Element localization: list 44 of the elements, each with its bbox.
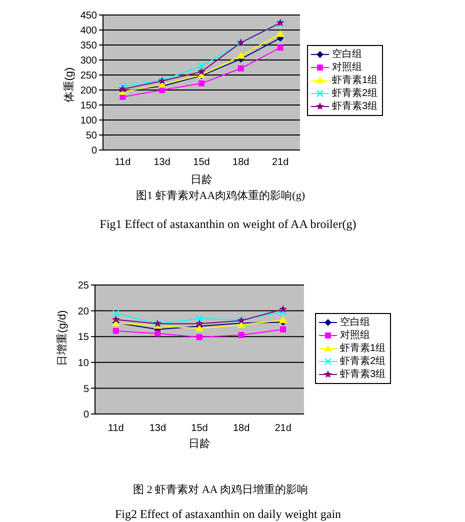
y-tick-label: 20 (78, 306, 90, 318)
y-tick-label: 25 (78, 280, 90, 292)
y-tick-label: 250 (80, 70, 98, 82)
legend-label: 虾青素2组 (332, 87, 378, 100)
y-tick-label: 100 (80, 116, 98, 127)
x-tick-label: 21d (274, 423, 292, 434)
y-tick-label: 450 (80, 10, 98, 22)
y-tick-label: 5 (83, 384, 90, 395)
y-tick-label: 150 (80, 100, 98, 112)
legend-label: 空白组 (332, 48, 362, 61)
legend-label: 虾青素1组 (340, 342, 386, 355)
x-tick-label: 18d (232, 157, 250, 168)
x-tick-label: 21d (272, 157, 289, 168)
y-tick-label: 400 (80, 26, 98, 37)
legend-label: 虾青素2组 (340, 355, 386, 368)
x-tick-label: 13d (154, 157, 170, 168)
x-tick-label: 15d (191, 423, 208, 434)
y-tick-label: 350 (80, 40, 98, 52)
x-tick-label: 11d (108, 423, 124, 434)
x-axis-title: 日龄 (188, 438, 210, 450)
y-axis-title: 日增重(g/d) (56, 310, 70, 366)
legend-label: 空白组 (340, 316, 370, 329)
y-tick-label: 10 (78, 358, 90, 369)
x-tick-label: 11d (114, 157, 131, 168)
y-tick-label: 0 (83, 410, 90, 421)
text: Fig2 Effect of astaxanthin on daily weight gain (114, 507, 342, 521)
y-axis-title: 体重(g) (64, 67, 76, 103)
legend-label: 对照组 (340, 329, 370, 342)
x-tick-label: 13d (149, 423, 166, 434)
y-tick-label: 0 (91, 146, 98, 157)
text: 图 2 虾青素对 AA 肉鸡日增重的影响 (133, 484, 308, 496)
x-tick-label: 18d (232, 423, 250, 434)
x-axis-title: 日龄 (190, 174, 212, 186)
legend-label: 虾青素3组 (340, 368, 386, 381)
legend-label: 虾青素3组 (332, 100, 378, 113)
text: 图1 虾青素对AA肉鸡体重的影响(g) (136, 190, 305, 202)
y-tick-label: 200 (80, 86, 98, 97)
text: Fig1 Effect of astaxanthin on weight of AA broiler(g) (100, 217, 356, 231)
x-tick-label: 15d (193, 157, 210, 168)
legend-label: 对照组 (332, 61, 362, 74)
y-tick-label: 15 (78, 332, 90, 344)
y-tick-label: 300 (80, 56, 98, 67)
legend-label: 虾青素1组 (332, 74, 378, 87)
y-tick-label: 50 (86, 130, 98, 142)
